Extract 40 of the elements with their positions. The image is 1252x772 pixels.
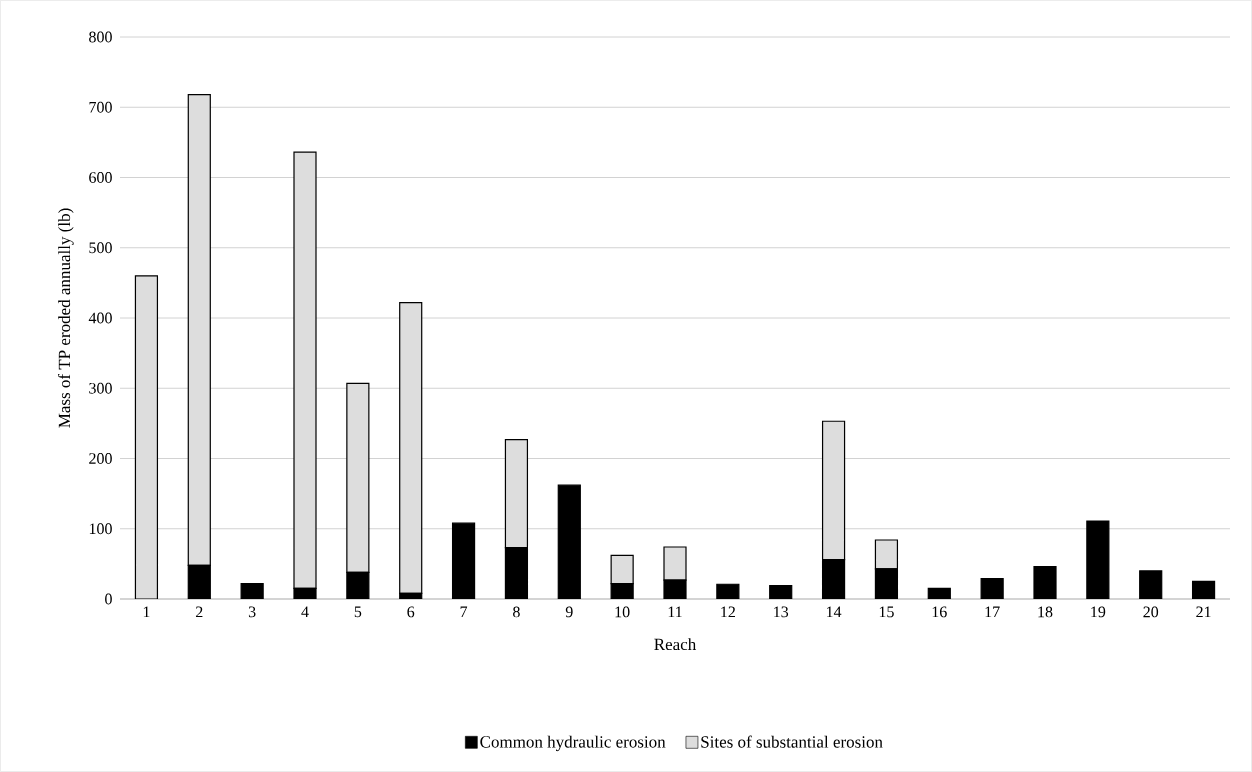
x-tick-label: 20 [1143,606,1159,618]
x-tick-label: 17 [985,606,1000,618]
bar [399,301,423,594]
bar [821,420,846,561]
y-tick-label: 200 [89,453,112,464]
x-tick-label: 10 [615,606,630,618]
y-tick-label: 100 [89,523,112,535]
x-tick-label: 5 [354,606,362,618]
x-tick-label: 16 [932,606,947,618]
bar [346,382,370,573]
x-axis-title: Reach [654,638,697,651]
x-tick-label: 13 [774,606,789,618]
x-tick-label: 2 [195,606,203,618]
bar [504,438,529,549]
y-tick-label: 300 [89,382,112,394]
y-tick-label: 700 [89,101,112,113]
bar [293,151,317,590]
x-tick-label: 11 [668,606,682,618]
x-tick-label: 9 [565,606,573,618]
y-tick-label: 600 [89,172,112,183]
legend-label: Common hydraulic erosion [480,735,666,752]
x-tick-label: 12 [721,606,735,618]
x-tick-label: 6 [407,606,415,618]
y-tick-label: 0 [105,593,112,605]
x-tick-label: 14 [826,606,842,618]
y-tick-label: 400 [88,312,112,324]
x-tick-label: 15 [879,606,894,618]
x-tick-label: 19 [1091,606,1106,618]
x-tick-label: 18 [1038,606,1053,618]
x-tick-label: 4 [301,606,309,618]
y-tick-label: 500 [89,242,112,254]
x-tick-label: 3 [248,606,256,618]
x-tick-label: 21 [1196,606,1211,618]
bar [187,94,211,566]
x-tick-label: 1 [143,606,150,618]
x-tick-label: 7 [460,606,468,617]
legend-label: Sites of substantial erosion [701,735,883,748]
y-tick-label: 800 [89,31,112,43]
y-axis-title: Mass of TP eroded annually (lb) [58,208,74,428]
x-tick-label: 8 [513,606,520,618]
